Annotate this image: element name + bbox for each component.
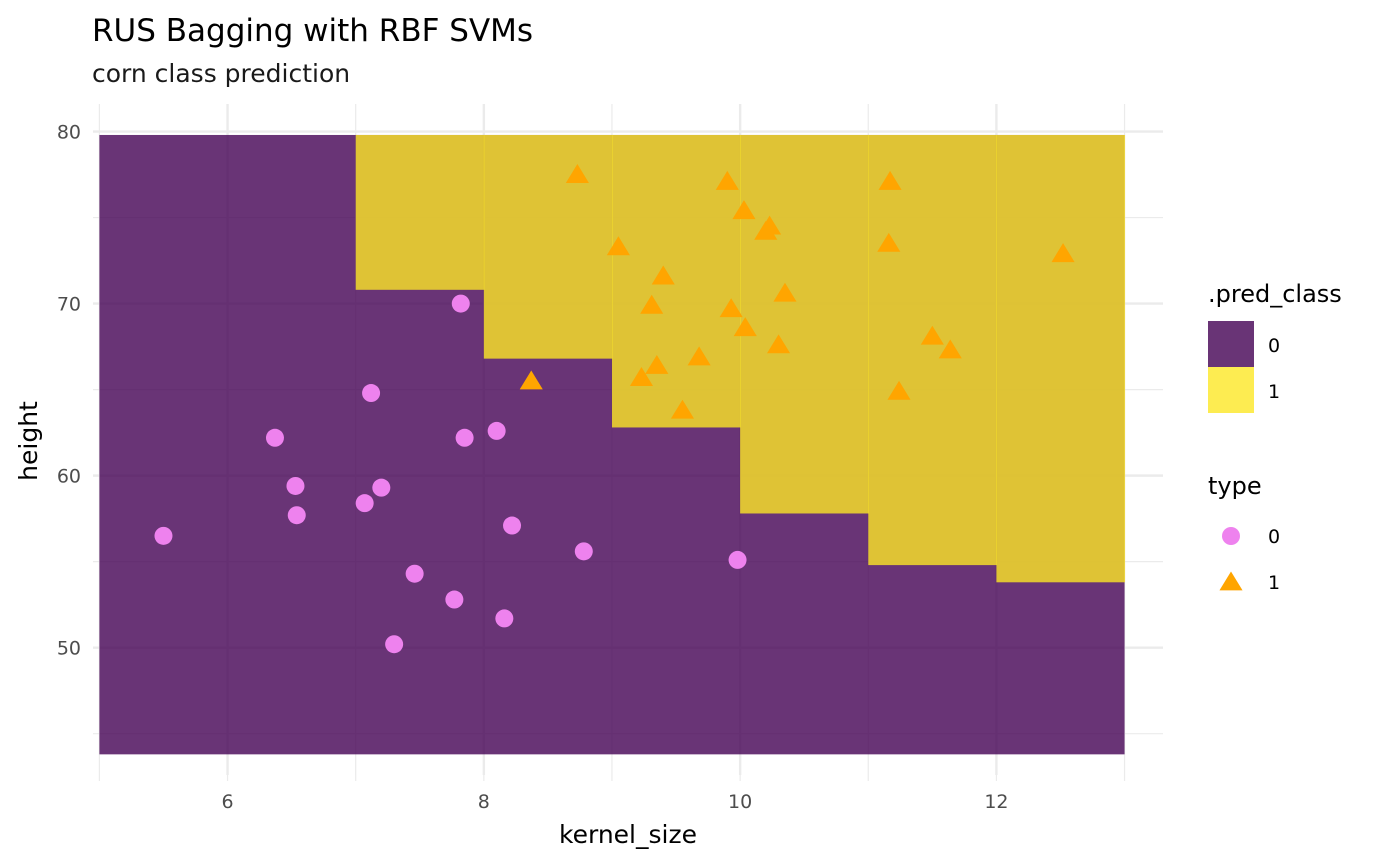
point-type-0	[265, 428, 284, 447]
region-class-1	[483, 134, 613, 359]
region-class-1	[996, 134, 1126, 583]
plot-panel	[93, 104, 1163, 775]
legend-label-type-1: 1	[1268, 572, 1280, 594]
point-type-1	[773, 282, 797, 302]
point-type-0	[495, 609, 514, 628]
point-type-1	[640, 294, 664, 314]
chart-title: RUS Bagging with RBF SVMs	[92, 13, 533, 49]
x-tick-label: 10	[728, 791, 752, 813]
legend: .pred_class 0 1 type 0 1	[1208, 280, 1342, 594]
point-type-0	[574, 542, 593, 561]
point-type-0	[154, 526, 173, 545]
point-type-1	[733, 317, 757, 337]
point-type-1	[732, 200, 756, 220]
point-type-0	[503, 516, 522, 535]
point-type-0	[286, 476, 305, 495]
point-type-0	[487, 421, 506, 440]
point-type-0	[372, 478, 391, 497]
point-type-1	[519, 370, 543, 390]
x-axis-title: kernel_size	[559, 820, 697, 849]
point-type-0	[287, 506, 306, 525]
point-type-0	[355, 494, 374, 513]
y-tick-label: 80	[57, 122, 81, 144]
y-tick-label: 60	[57, 466, 81, 488]
chart-subtitle: corn class prediction	[92, 59, 350, 88]
point-type-1	[629, 367, 654, 386]
region-class-1	[355, 134, 485, 290]
region-class-1	[868, 134, 997, 566]
y-axis-title: height	[14, 401, 43, 481]
point-type-0	[455, 428, 474, 447]
region-class-1	[611, 134, 741, 428]
x-tick-label: 12	[984, 791, 1008, 813]
legend-swatch-1	[1208, 367, 1254, 413]
x-axis: 6 8 10 12	[98, 775, 1126, 813]
point-type-1	[719, 298, 743, 318]
point-type-1	[877, 232, 901, 252]
point-type-0	[728, 550, 747, 569]
point-type-1	[758, 215, 782, 235]
point-type-0	[445, 590, 464, 609]
y-tick-label: 70	[57, 294, 81, 316]
point-type-1	[878, 170, 902, 190]
point-type-1	[715, 170, 739, 190]
point-type-1	[920, 325, 944, 345]
point-type-0	[362, 384, 381, 403]
point-type-1	[687, 346, 711, 366]
legend-swatch-0	[1208, 321, 1254, 367]
data-points	[154, 164, 1075, 654]
point-type-1	[606, 236, 630, 256]
y-axis: 50 60 70 80	[57, 122, 81, 660]
point-type-1	[645, 355, 669, 374]
legend-label-type-0: 0	[1268, 526, 1280, 548]
point-type-1	[1051, 243, 1075, 263]
point-type-0	[451, 294, 470, 313]
decision-regions	[99, 134, 1126, 755]
point-type-0	[405, 564, 424, 583]
legend-title-pred-class: .pred_class	[1208, 280, 1342, 308]
legend-label-pred-1: 1	[1268, 381, 1280, 403]
point-type-1	[938, 339, 962, 359]
x-tick-label: 8	[478, 791, 490, 813]
point-type-0	[385, 635, 404, 654]
point-type-1	[887, 380, 911, 400]
region-class-1	[740, 134, 869, 514]
point-type-1	[565, 164, 589, 183]
y-tick-label: 50	[57, 638, 81, 660]
legend-title-type: type	[1208, 472, 1262, 500]
legend-key-triangle	[1219, 571, 1243, 591]
legend-key-circle	[1222, 527, 1240, 545]
point-type-1	[767, 334, 791, 354]
legend-label-pred-0: 0	[1268, 335, 1280, 357]
point-type-1	[651, 265, 675, 285]
x-tick-label: 6	[222, 791, 234, 813]
point-type-1	[670, 399, 695, 419]
